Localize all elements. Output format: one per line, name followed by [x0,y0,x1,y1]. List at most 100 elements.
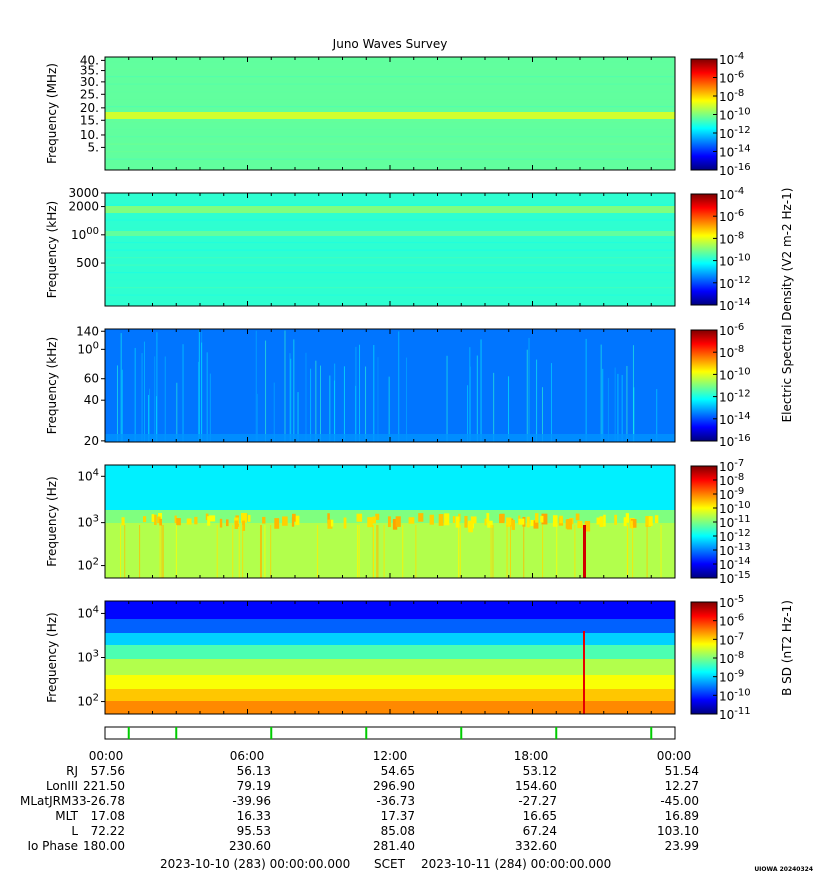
chorus-patch [535,513,539,523]
vertical-burst [310,368,312,442]
vertical-burst [383,525,385,578]
tick-label: 500 [76,256,99,270]
ephemeris-value: 281.40 [373,839,415,853]
ephemeris-value: -39.96 [232,794,271,808]
chorus-patch [540,515,544,523]
chorus-patch [295,515,300,526]
tick-label: 104 [77,467,99,483]
chorus-patch [444,513,450,526]
vertical-burst [480,339,482,442]
vertical-burst [542,525,544,578]
emission-band [105,231,675,236]
y-axis-label: Frequency (kHz) [45,201,59,298]
vertical-burst [446,355,448,442]
vertical-burst [121,369,123,442]
power-band [105,675,675,689]
version-stamp: UIOWA 20240324 [754,866,813,873]
vertical-burst [469,347,471,442]
chorus-patch [154,514,157,526]
emission-band [105,112,675,119]
vertical-burst [289,353,291,442]
spectral-line [105,204,675,206]
chorus-patch [151,514,155,523]
chorus-patch [559,515,563,524]
tick-label: 10-8 [719,650,744,666]
tick-label: 103 [77,649,99,665]
vertical-burst [154,356,156,442]
chorus-patch [645,516,652,527]
spectral-line [105,76,675,78]
tick-label: 5. [88,140,99,154]
chorus-patch [205,513,209,521]
vertical-burst [402,525,404,578]
colorbar-label-electric: Electric Spectral Density (V2 m-2 Hz-1) [780,188,794,423]
orbit-marker [460,727,463,739]
chorus-patch [438,514,444,526]
tick-label: 10-16 [719,162,751,178]
ephemeris-label: RJ [66,764,78,778]
vertical-burst [660,525,662,578]
spectral-line [105,91,675,93]
vertical-burst [242,525,244,578]
intense-burst [583,631,585,714]
vertical-burst [357,525,359,578]
ephemeris-value: 230.60 [229,839,271,853]
chorus-patch [121,517,125,526]
chorus-patch [623,517,627,527]
tick-label: 10-15 [719,570,751,586]
tick-label: 10-9 [719,486,744,502]
panel-lfr-hz-e: 104 103 102 Frequency (Hz) 10-710-810-910-10… [45,458,751,586]
vertical-burst [238,525,240,578]
ephemeris-value: 17.37 [380,809,415,823]
vertical-burst [148,394,150,442]
ephemeris-value: 154.60 [515,779,557,793]
colorbar [690,329,718,442]
ephemeris-value: 57.56 [90,764,125,778]
tick-label: 10-12 [719,125,751,141]
spectral-line [105,151,675,153]
ephemeris-value: 56.13 [236,764,271,778]
spectral-line [105,272,675,274]
spectral-line [105,219,675,221]
chorus-patch [247,514,251,522]
power-band [105,659,675,675]
chorus-patch [372,516,376,524]
chorus-patch [541,513,548,525]
tick-label: 3000 [68,186,99,200]
tick-label: 10-7 [719,458,744,474]
x-tick-label: 00:00 [656,749,692,763]
chorus-patch [387,516,391,528]
ephemeris-value: 16.65 [522,809,557,823]
vertical-burst [139,525,141,578]
orbit-marker [365,727,368,739]
spectral-line [105,121,675,123]
tick-label: 15. [80,113,99,127]
tick-label: 10-9 [719,669,744,685]
tick-label: 10-14 [719,297,751,313]
chorus-patch [242,520,246,531]
x-tick-label: 18:00 [513,749,549,763]
vertical-burst [614,367,616,442]
vertical-burst [607,377,609,442]
marker-strip-frame [104,726,676,740]
chorus-patch [262,516,266,524]
vertical-burst [359,344,361,442]
chorus-patch [552,515,558,527]
ephemeris-value: 72.22 [90,824,125,838]
ephemeris-row: RJ 57.56 56.13 54.65 53.12 51.54 [0,764,815,779]
vertical-burst [206,352,208,442]
tick-label: 10-7 [719,631,744,647]
vertical-burst [585,338,587,442]
vertical-burst [633,387,635,442]
vertical-burst [508,376,510,442]
vertical-burst [377,525,379,578]
vertical-burst [124,525,126,578]
chorus-patch [487,520,493,528]
y-axis-label: Frequency (Hz) [45,612,59,703]
vertical-burst [148,388,150,442]
power-band [105,633,675,645]
tick-label: 10-8 [719,88,744,104]
vertical-burst [182,344,184,442]
tick-label: 10. [80,128,99,142]
spectral-line [105,158,675,160]
